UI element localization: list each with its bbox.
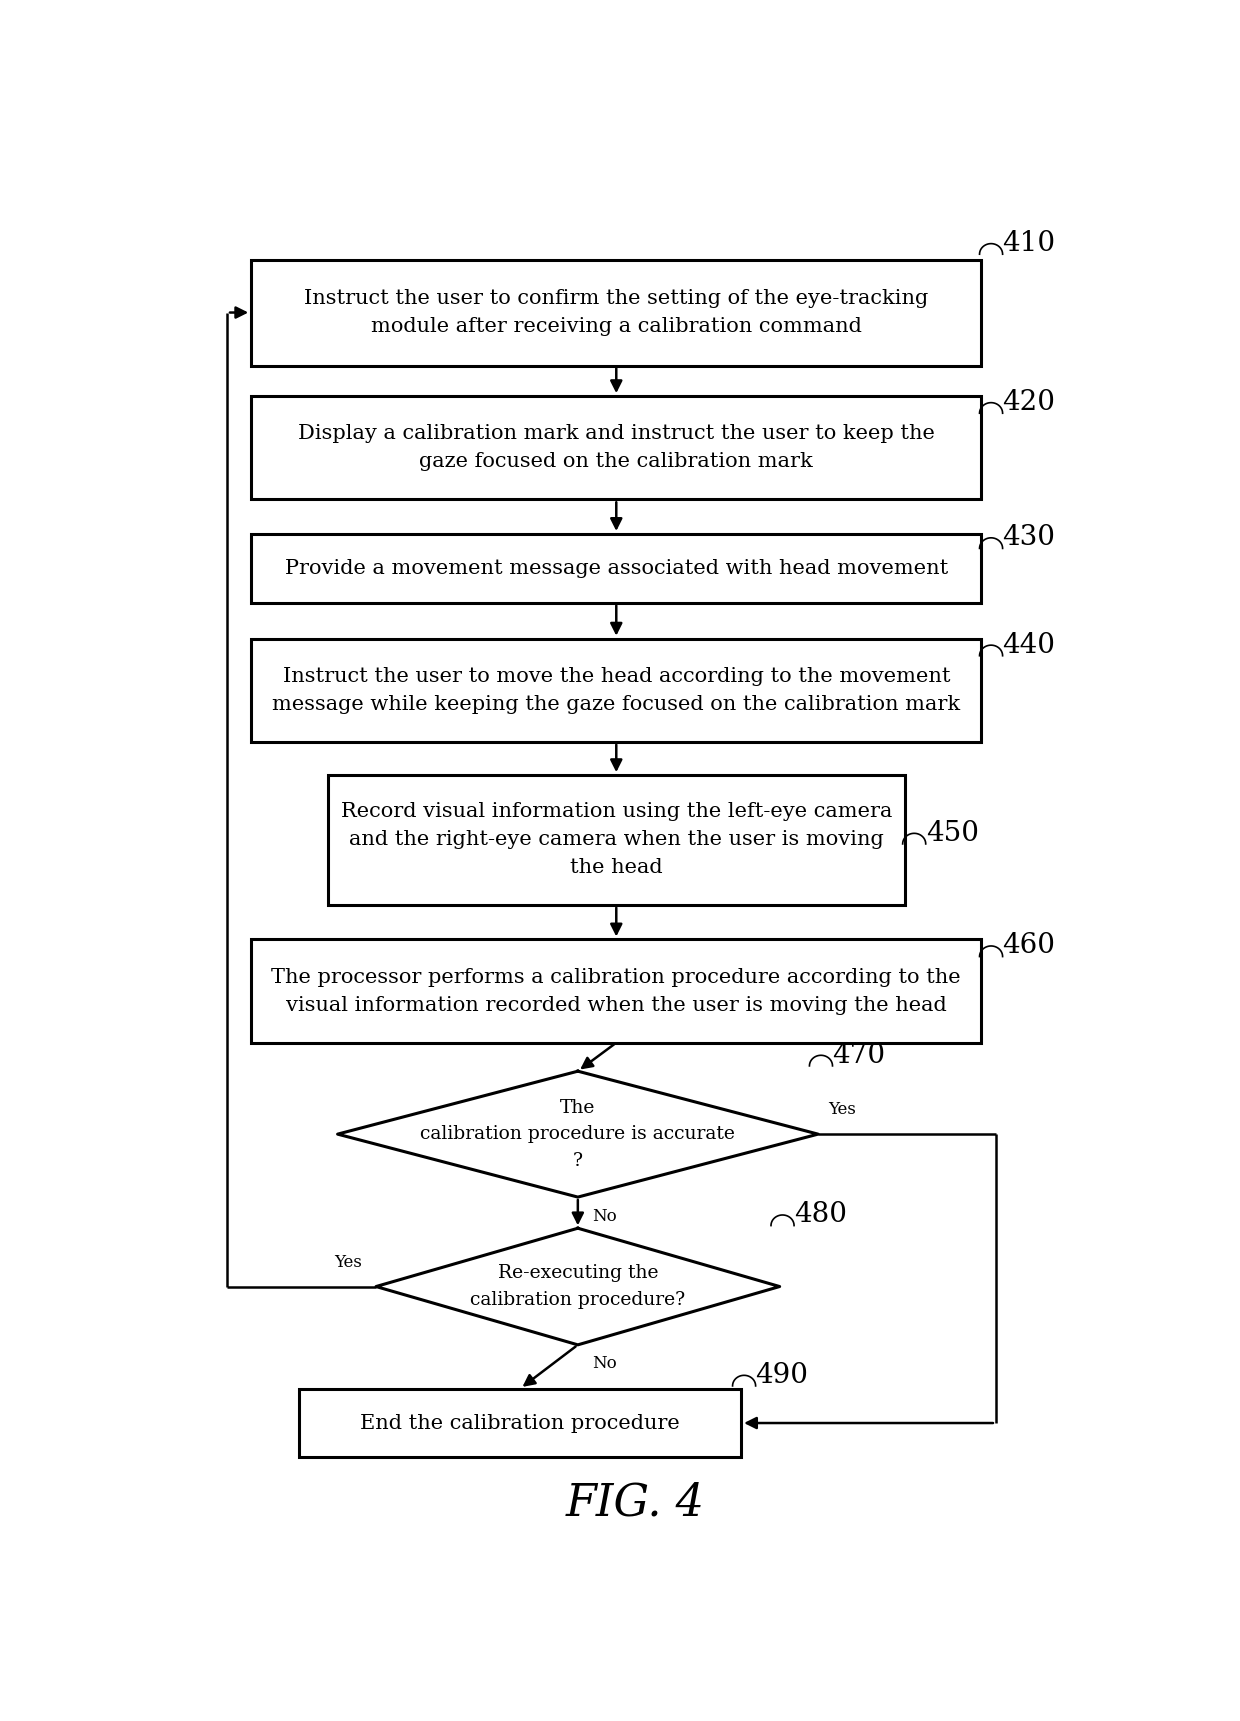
- Text: 420: 420: [1003, 389, 1055, 416]
- Text: Instruct the user to confirm the setting of the eye-tracking
module after receiv: Instruct the user to confirm the setting…: [304, 289, 929, 336]
- Bar: [250, 260, 982, 365]
- Text: Record visual information using the left-eye camera
and the right-eye camera whe: Record visual information using the left…: [341, 802, 892, 878]
- Text: Yes: Yes: [334, 1253, 362, 1270]
- Text: Provide a movement message associated with head movement: Provide a movement message associated wi…: [285, 559, 947, 578]
- Text: Re-executing the
calibration procedure?: Re-executing the calibration procedure?: [470, 1265, 686, 1308]
- Polygon shape: [337, 1070, 818, 1198]
- Text: 460: 460: [1003, 933, 1055, 960]
- Text: 490: 490: [755, 1361, 808, 1389]
- Text: FIG. 4: FIG. 4: [565, 1482, 706, 1525]
- Text: The processor performs a calibration procedure according to the
visual informati: The processor performs a calibration pro…: [272, 967, 961, 1014]
- Text: No: No: [593, 1208, 618, 1225]
- Text: Instruct the user to move the head according to the movement
message while keepi: Instruct the user to move the head accor…: [273, 666, 960, 714]
- Text: 410: 410: [1003, 231, 1055, 256]
- Text: The
calibration procedure is accurate
?: The calibration procedure is accurate ?: [420, 1098, 735, 1170]
- Bar: [250, 940, 982, 1043]
- Text: 430: 430: [1003, 525, 1055, 551]
- Text: Yes: Yes: [828, 1101, 856, 1119]
- Text: 470: 470: [832, 1041, 885, 1069]
- Text: End the calibration procedure: End the calibration procedure: [361, 1413, 680, 1432]
- Bar: [327, 774, 905, 905]
- Bar: [250, 638, 982, 742]
- Bar: [299, 1389, 742, 1458]
- Bar: [250, 534, 982, 602]
- Polygon shape: [376, 1229, 780, 1344]
- Text: 480: 480: [794, 1201, 847, 1229]
- Text: 440: 440: [1003, 632, 1055, 659]
- Text: No: No: [593, 1356, 618, 1372]
- Bar: [250, 396, 982, 499]
- Text: Display a calibration mark and instruct the user to keep the
gaze focused on the: Display a calibration mark and instruct …: [298, 423, 935, 472]
- Text: 450: 450: [926, 819, 978, 847]
